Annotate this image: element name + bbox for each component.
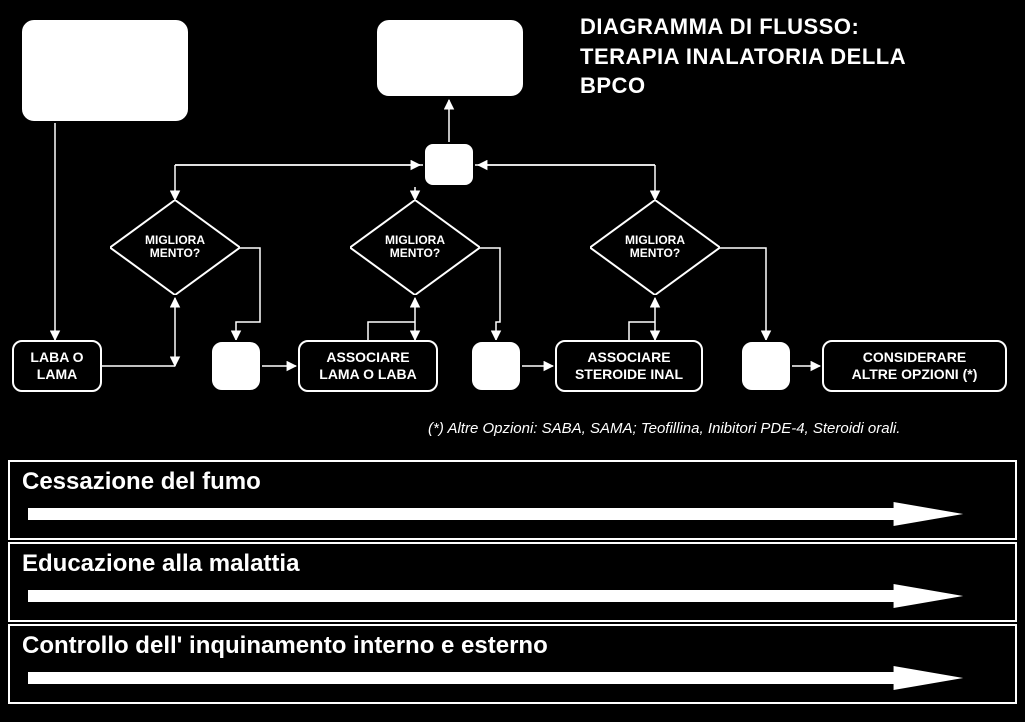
node-b2: ASSOCIARE LAMA O LABA: [298, 340, 438, 392]
node-s3: [740, 340, 792, 392]
panel-3-title: Controllo dell' inquinamento interno e e…: [10, 626, 1015, 662]
node-b2-label: ASSOCIARE LAMA O LABA: [319, 349, 416, 383]
node-b4-label: CONSIDERARE ALTRE OPZIONI (*): [852, 349, 978, 383]
node-s1: [210, 340, 262, 392]
panel-1: Cessazione del fumo: [8, 460, 1017, 540]
node-b3-label: ASSOCIARE STEROIDE INAL: [575, 349, 683, 383]
decision-d1: MIGLIORA MENTO?: [110, 200, 240, 295]
node-start2: [375, 18, 525, 98]
panel-1-title: Cessazione del fumo: [10, 462, 1015, 498]
decision-d3: MIGLIORA MENTO?: [590, 200, 720, 295]
footnote: (*) Altre Opzioni: SABA, SAMA; Teofillin…: [428, 420, 900, 437]
node-b1-label: LABA O LAMA: [30, 349, 83, 383]
decision-d2: MIGLIORA MENTO?: [350, 200, 480, 295]
panel-2-arrow: [28, 584, 1003, 608]
panel-1-arrow: [28, 502, 1003, 526]
node-b1: LABA O LAMA: [12, 340, 102, 392]
node-b3: ASSOCIARE STEROIDE INAL: [555, 340, 703, 392]
node-hub: [423, 142, 475, 187]
decision-d2-label: MIGLIORA MENTO?: [385, 234, 445, 262]
decision-d3-label: MIGLIORA MENTO?: [625, 234, 685, 262]
node-s2: [470, 340, 522, 392]
node-start1: [20, 18, 190, 123]
panel-2-title: Educazione alla malattia: [10, 544, 1015, 580]
panel-3: Controllo dell' inquinamento interno e e…: [8, 624, 1017, 704]
panel-2: Educazione alla malattia: [8, 542, 1017, 622]
decision-d1-label: MIGLIORA MENTO?: [145, 234, 205, 262]
panel-3-arrow: [28, 666, 1003, 690]
node-b4: CONSIDERARE ALTRE OPZIONI (*): [822, 340, 1007, 392]
footnote-text: (*) Altre Opzioni: SABA, SAMA; Teofillin…: [428, 420, 900, 437]
